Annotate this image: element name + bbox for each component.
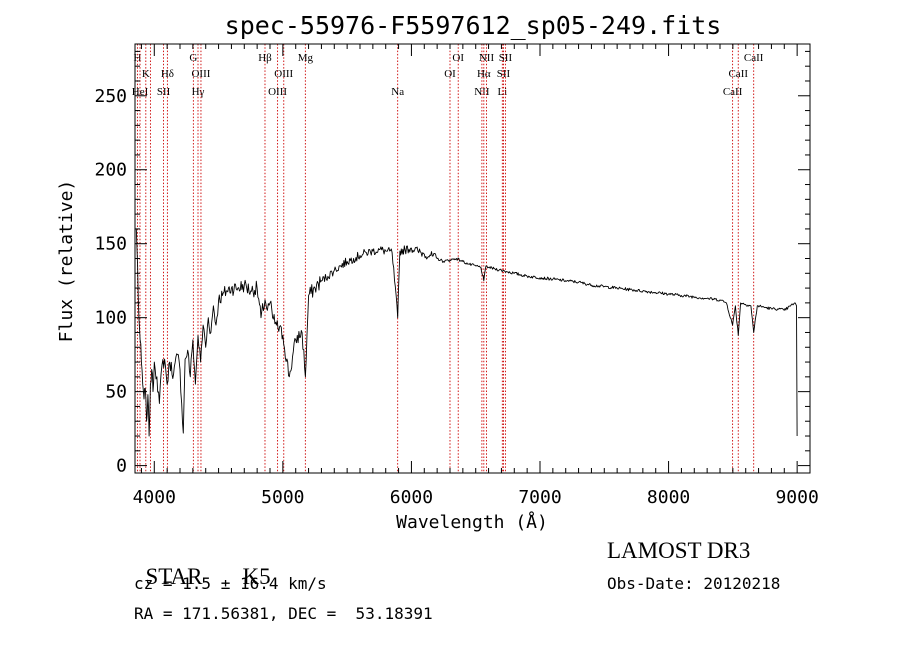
x-tick-label: 5000 xyxy=(261,487,304,508)
class-label: STAR K5 xyxy=(134,538,271,590)
line-marker-label: Hα xyxy=(477,68,491,80)
y-axis-label: Flux (relative) xyxy=(56,180,77,343)
coordinates-text: RA = 171.56381, DEC = 53.18391 xyxy=(134,604,433,623)
y-tick-label: 250 xyxy=(94,86,127,107)
line-marker-label: HeI xyxy=(132,86,149,98)
line-marker-label: Na xyxy=(391,86,404,98)
object-class: STAR xyxy=(145,564,203,589)
line-marker-label: SII xyxy=(497,68,511,80)
x-axis-label: Wavelength (Å) xyxy=(396,511,548,533)
x-tick-label: 6000 xyxy=(390,487,433,508)
line-marker-label: CaII xyxy=(744,52,764,64)
y-tick-label: 200 xyxy=(94,160,127,181)
line-marker-label: H xyxy=(133,52,141,64)
survey-label: LAMOST DR3 xyxy=(607,538,751,563)
y-tick-label: 100 xyxy=(94,308,127,329)
spectrum-trace xyxy=(135,228,798,437)
line-marker-label: CaII xyxy=(723,86,743,98)
line-marker-label: Mg xyxy=(298,52,314,64)
axes-group: 4000 5000 6000 7000 8000 9000 0 50 100 150 200 250 xyxy=(94,44,819,508)
y-tick-label: 150 xyxy=(94,234,127,255)
line-marker-label: OI xyxy=(444,68,456,80)
line-marker-label: OI xyxy=(452,52,464,64)
line-marker-label: SII xyxy=(499,52,513,64)
x-tick-label: 7000 xyxy=(518,487,561,508)
line-marker-label: SII xyxy=(157,86,171,98)
line-marker-label: Hδ xyxy=(161,68,174,80)
line-marker-group: HHeIKSIIHδGHγOIIIHβOIIIOIIIMgNaOIOINIIHα… xyxy=(132,44,764,473)
chart-title: spec-55976-F5597612_sp05-249.fits xyxy=(225,11,722,40)
y-tick-label: 50 xyxy=(105,382,127,403)
redshift-text: cz = 1.5 ± 16.4 km/s xyxy=(134,574,327,593)
plot-frame xyxy=(134,43,811,474)
x-tick-label: 4000 xyxy=(133,487,176,508)
observation-date: Obs-Date: 20120218 xyxy=(607,574,781,593)
line-marker-label: G xyxy=(189,52,197,64)
line-marker-label: Hβ xyxy=(258,52,272,64)
object-subclass: K5 xyxy=(242,564,271,589)
line-marker-label: CaII xyxy=(728,68,748,80)
series-group xyxy=(135,228,798,437)
line-marker-label: Hγ xyxy=(192,86,205,98)
x-tick-label: 9000 xyxy=(775,487,818,508)
line-marker-label: Li xyxy=(497,86,507,98)
x-tick-label: 8000 xyxy=(647,487,690,508)
line-marker-label: OIII xyxy=(268,86,287,98)
line-marker-label: K xyxy=(142,68,150,80)
line-marker-label: OIII xyxy=(274,68,293,80)
y-tick-label: 0 xyxy=(116,456,127,477)
line-marker-label: OIII xyxy=(191,68,210,80)
line-marker-label: NII xyxy=(479,52,495,64)
line-marker-label: NII xyxy=(474,86,490,98)
